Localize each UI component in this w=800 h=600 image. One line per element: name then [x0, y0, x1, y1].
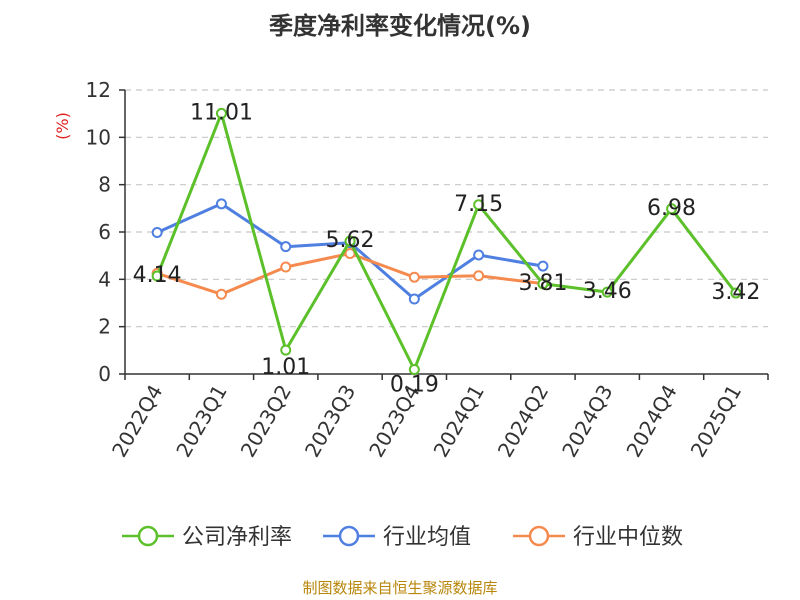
x-tick-label: 2025Q1 [686, 381, 746, 462]
data-label: 3.81 [518, 271, 567, 296]
source-note: 制图数据来自恒生聚源数据库 [302, 579, 497, 597]
series-point-0 [601, 286, 613, 298]
x-tick-label: 2022Q4 [107, 381, 167, 462]
series-point-0 [408, 364, 420, 376]
y-axis-label: (%) [53, 112, 72, 140]
series-point-0 [537, 278, 549, 290]
data-label: 11.01 [190, 100, 253, 125]
series-line-0 [155, 111, 738, 371]
data-label: 3.42 [711, 280, 760, 305]
series-point-1 [151, 226, 163, 238]
y-tick-label: 2 [98, 315, 111, 339]
legend-marker [137, 525, 159, 547]
series-line-2 [156, 252, 544, 296]
x-tick-label: 2023Q3 [300, 381, 360, 462]
series-point-0 [344, 235, 356, 247]
series-point-2 [473, 270, 485, 282]
series-point-0 [473, 199, 485, 211]
chart-title: 季度净利率变化情况(%) [269, 12, 531, 40]
series-lines [151, 107, 742, 376]
legend: 公司净利率 行业均值 行业中位数 [122, 525, 683, 550]
series-point-1 [473, 249, 485, 261]
series-point-1 [280, 241, 292, 253]
data-label: 0.19 [390, 373, 439, 398]
series-point-2 [408, 271, 420, 283]
series-point-1 [408, 293, 420, 305]
series-point-0 [280, 344, 292, 356]
series-point-1 [537, 260, 549, 272]
x-tick-label: 2024Q2 [493, 381, 553, 462]
x-tick-label: 2024Q3 [557, 381, 617, 462]
y-tick-label: 6 [98, 220, 111, 244]
legend-marker [528, 525, 550, 547]
legend-label: 行业均值 [383, 525, 471, 550]
series-point-0 [666, 203, 678, 215]
data-label: 1.01 [261, 355, 310, 380]
series-point-2 [344, 248, 356, 260]
legend-label: 行业中位数 [573, 525, 683, 550]
data-label: 4.14 [133, 263, 182, 288]
y-tick-label: 0 [98, 362, 111, 386]
x-tick-label: 2023Q1 [171, 381, 231, 462]
series-point-2 [215, 288, 227, 300]
y-tick-label: 10 [86, 125, 111, 149]
y-tick-label: 4 [98, 267, 111, 291]
legend-marker [338, 525, 360, 547]
data-label: 7.15 [454, 192, 503, 217]
data-label: 3.46 [583, 279, 632, 304]
y-tick-label: 12 [86, 78, 111, 102]
grid-lines [125, 89, 768, 328]
x-tick-label: 2024Q4 [621, 381, 681, 462]
data-label: 5.62 [326, 228, 375, 253]
legend-label: 公司净利率 [182, 525, 292, 550]
data-label: 6.98 [647, 196, 696, 221]
y-tick-label: 8 [98, 173, 111, 197]
series-point-2 [280, 261, 292, 273]
series-point-0 [151, 270, 163, 282]
data-labels: 4.14 11.01 1.01 5.62 0.19 7.15 3.81 3.46 6.98 3.4… [133, 100, 761, 397]
x-tick-label: 2023Q2 [236, 381, 296, 462]
series-point-0 [215, 107, 227, 119]
series-point-0 [730, 287, 742, 299]
series-point-1 [215, 198, 227, 210]
